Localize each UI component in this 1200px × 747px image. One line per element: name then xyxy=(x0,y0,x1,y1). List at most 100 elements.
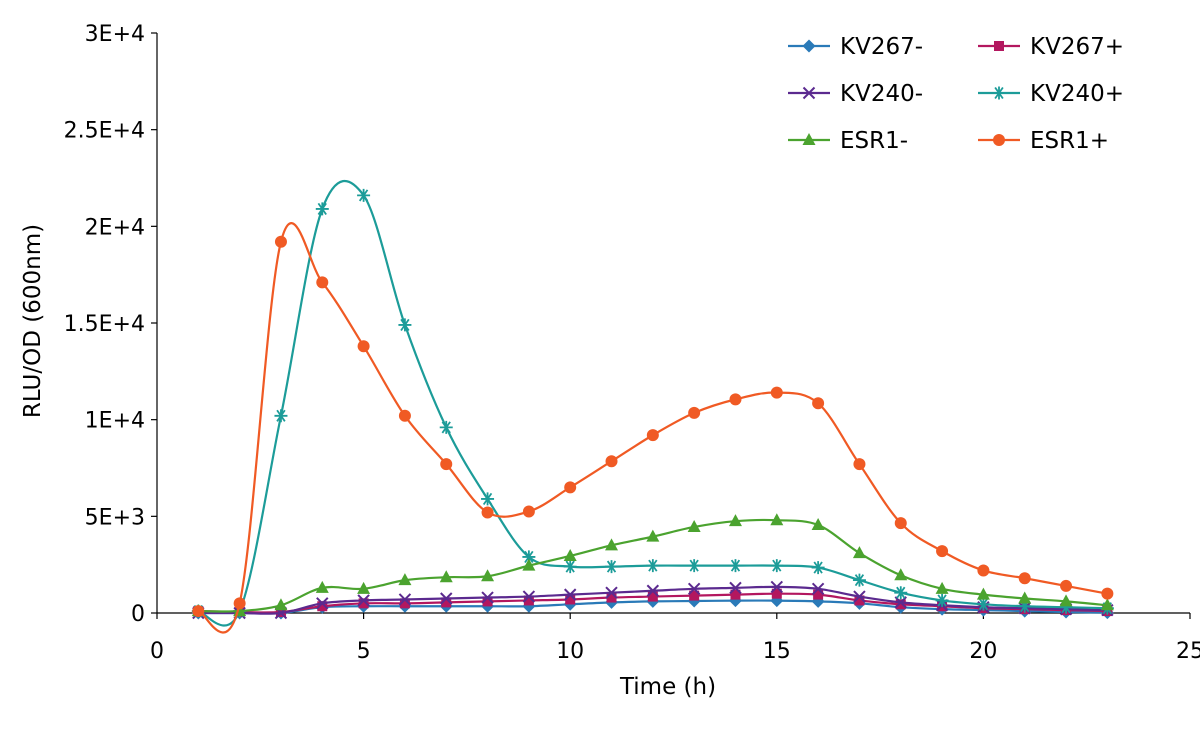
series-kv240-minus xyxy=(192,580,1114,620)
series-esr1-minus xyxy=(191,513,1114,617)
data-point-esr1-plus xyxy=(357,340,370,353)
data-point-esr1-minus xyxy=(646,529,660,542)
data-point-esr1-plus xyxy=(1060,579,1073,592)
data-point-esr1-plus xyxy=(233,597,246,610)
data-point-kv240-plus xyxy=(728,559,742,573)
legend-swatch-marker xyxy=(994,41,1004,51)
data-point-kv240-minus xyxy=(522,590,536,603)
legend-label: ESR1- xyxy=(840,128,908,154)
data-point-kv240-plus xyxy=(357,188,371,202)
data-point-esr1-plus xyxy=(1101,587,1114,600)
data-point-kv240-plus xyxy=(770,559,784,573)
data-point-kv240-plus xyxy=(274,409,288,423)
data-point-kv240-plus xyxy=(605,560,619,574)
data-point-kv240-plus xyxy=(811,561,825,575)
data-point-kv240-minus xyxy=(563,588,577,601)
data-point-kv240-plus xyxy=(315,202,329,216)
data-point-kv240-minus xyxy=(357,594,370,607)
legend-item-kv267-plus: KV267+ xyxy=(978,34,1124,60)
data-point-kv240-plus xyxy=(563,560,577,574)
data-point-kv240-plus xyxy=(687,559,701,573)
data-point-esr1-plus xyxy=(936,545,949,558)
data-point-kv267-plus xyxy=(523,595,534,606)
data-point-kv240-plus xyxy=(522,550,536,564)
x-tick-label: 10 xyxy=(556,639,584,664)
data-point-kv267-plus xyxy=(358,598,369,609)
series-group xyxy=(191,179,1114,634)
legend-swatch-marker xyxy=(802,133,816,145)
data-point-esr1-plus xyxy=(853,458,866,471)
legend-item-kv267-minus: KV267- xyxy=(788,34,923,60)
data-point-kv267-plus xyxy=(854,595,865,606)
data-point-kv240-minus xyxy=(440,592,453,605)
data-point-kv267-plus xyxy=(482,596,493,607)
data-point-kv240-plus xyxy=(398,318,412,332)
y-tick-label: 1E+4 xyxy=(85,409,145,434)
data-point-kv240-plus xyxy=(646,559,660,573)
data-point-esr1-minus xyxy=(935,581,949,594)
data-point-kv240-minus xyxy=(811,582,825,596)
data-point-esr1-minus xyxy=(894,568,908,581)
y-tick-label: 0 xyxy=(131,602,145,627)
data-point-kv267-plus xyxy=(565,594,576,605)
data-point-esr1-plus xyxy=(1018,572,1031,585)
legend-label: ESR1+ xyxy=(1030,128,1109,154)
y-tick-label: 5E+3 xyxy=(85,505,145,530)
data-point-kv240-minus xyxy=(398,593,412,606)
y-ticks: 0 5E+3 1E+4 1.5E+4 2E+4 2.5E+4 3E+4 xyxy=(64,22,157,627)
data-point-esr1-minus xyxy=(1100,598,1114,611)
legend-swatch-marker xyxy=(992,86,1006,100)
x-tick-label: 0 xyxy=(150,639,164,664)
x-tick-label: 25 xyxy=(1176,639,1200,664)
y-tick-label: 1.5E+4 xyxy=(64,312,145,337)
x-tick-label: 20 xyxy=(969,639,997,664)
data-point-kv267-plus xyxy=(813,589,824,600)
legend-swatch-marker xyxy=(993,134,1005,146)
data-point-esr1-minus xyxy=(687,519,701,532)
data-point-esr1-minus xyxy=(563,548,577,561)
data-point-kv240-minus xyxy=(646,584,660,597)
data-point-esr1-minus xyxy=(852,546,866,559)
legend-item-esr1-minus: ESR1- xyxy=(788,128,908,154)
data-point-esr1-minus xyxy=(605,538,619,551)
data-point-esr1-minus xyxy=(811,518,825,531)
data-point-esr1-plus xyxy=(770,386,783,399)
data-point-esr1-plus xyxy=(977,564,990,577)
data-point-kv240-minus xyxy=(729,581,742,595)
data-point-esr1-minus xyxy=(398,573,412,586)
y-tick-label: 3E+4 xyxy=(85,22,145,47)
data-point-esr1-minus xyxy=(1059,594,1073,607)
data-point-esr1-plus xyxy=(440,458,453,471)
data-point-kv267-plus xyxy=(441,597,452,608)
data-point-kv240-plus xyxy=(976,597,990,611)
data-point-esr1-plus xyxy=(646,429,659,442)
data-point-kv240-plus xyxy=(1059,600,1073,614)
data-point-kv267-plus xyxy=(647,591,658,602)
legend-item-kv240-minus: KV240- xyxy=(788,81,923,107)
data-point-esr1-minus xyxy=(315,580,329,593)
data-point-esr1-minus xyxy=(481,569,495,582)
data-point-esr1-plus xyxy=(894,517,907,530)
data-point-kv240-plus xyxy=(1018,599,1032,613)
data-point-kv240-minus xyxy=(770,580,784,594)
data-point-kv240-plus xyxy=(935,593,949,607)
data-point-esr1-plus xyxy=(522,505,535,518)
x-tick-label: 5 xyxy=(357,639,371,664)
y-tick-label: 2.5E+4 xyxy=(64,119,145,144)
data-point-kv240-minus xyxy=(687,582,701,596)
data-point-kv240-plus xyxy=(894,586,908,600)
data-point-esr1-minus xyxy=(274,598,288,611)
legend-label: KV267- xyxy=(840,34,923,60)
data-point-kv267-plus xyxy=(399,598,410,609)
legend: KV267- KV267+ KV240- KV240+ ESR1- ESR1+ xyxy=(788,34,1124,154)
series-line-kv240-plus xyxy=(197,179,1108,627)
data-point-esr1-plus xyxy=(564,481,577,494)
data-point-esr1-minus xyxy=(976,587,990,600)
data-point-kv240-minus xyxy=(605,586,618,599)
data-point-kv240-plus xyxy=(481,492,495,506)
data-point-esr1-plus xyxy=(192,605,205,618)
legend-label: KV240+ xyxy=(1030,81,1124,107)
data-point-esr1-plus xyxy=(481,506,494,519)
data-point-esr1-minus xyxy=(439,570,453,583)
